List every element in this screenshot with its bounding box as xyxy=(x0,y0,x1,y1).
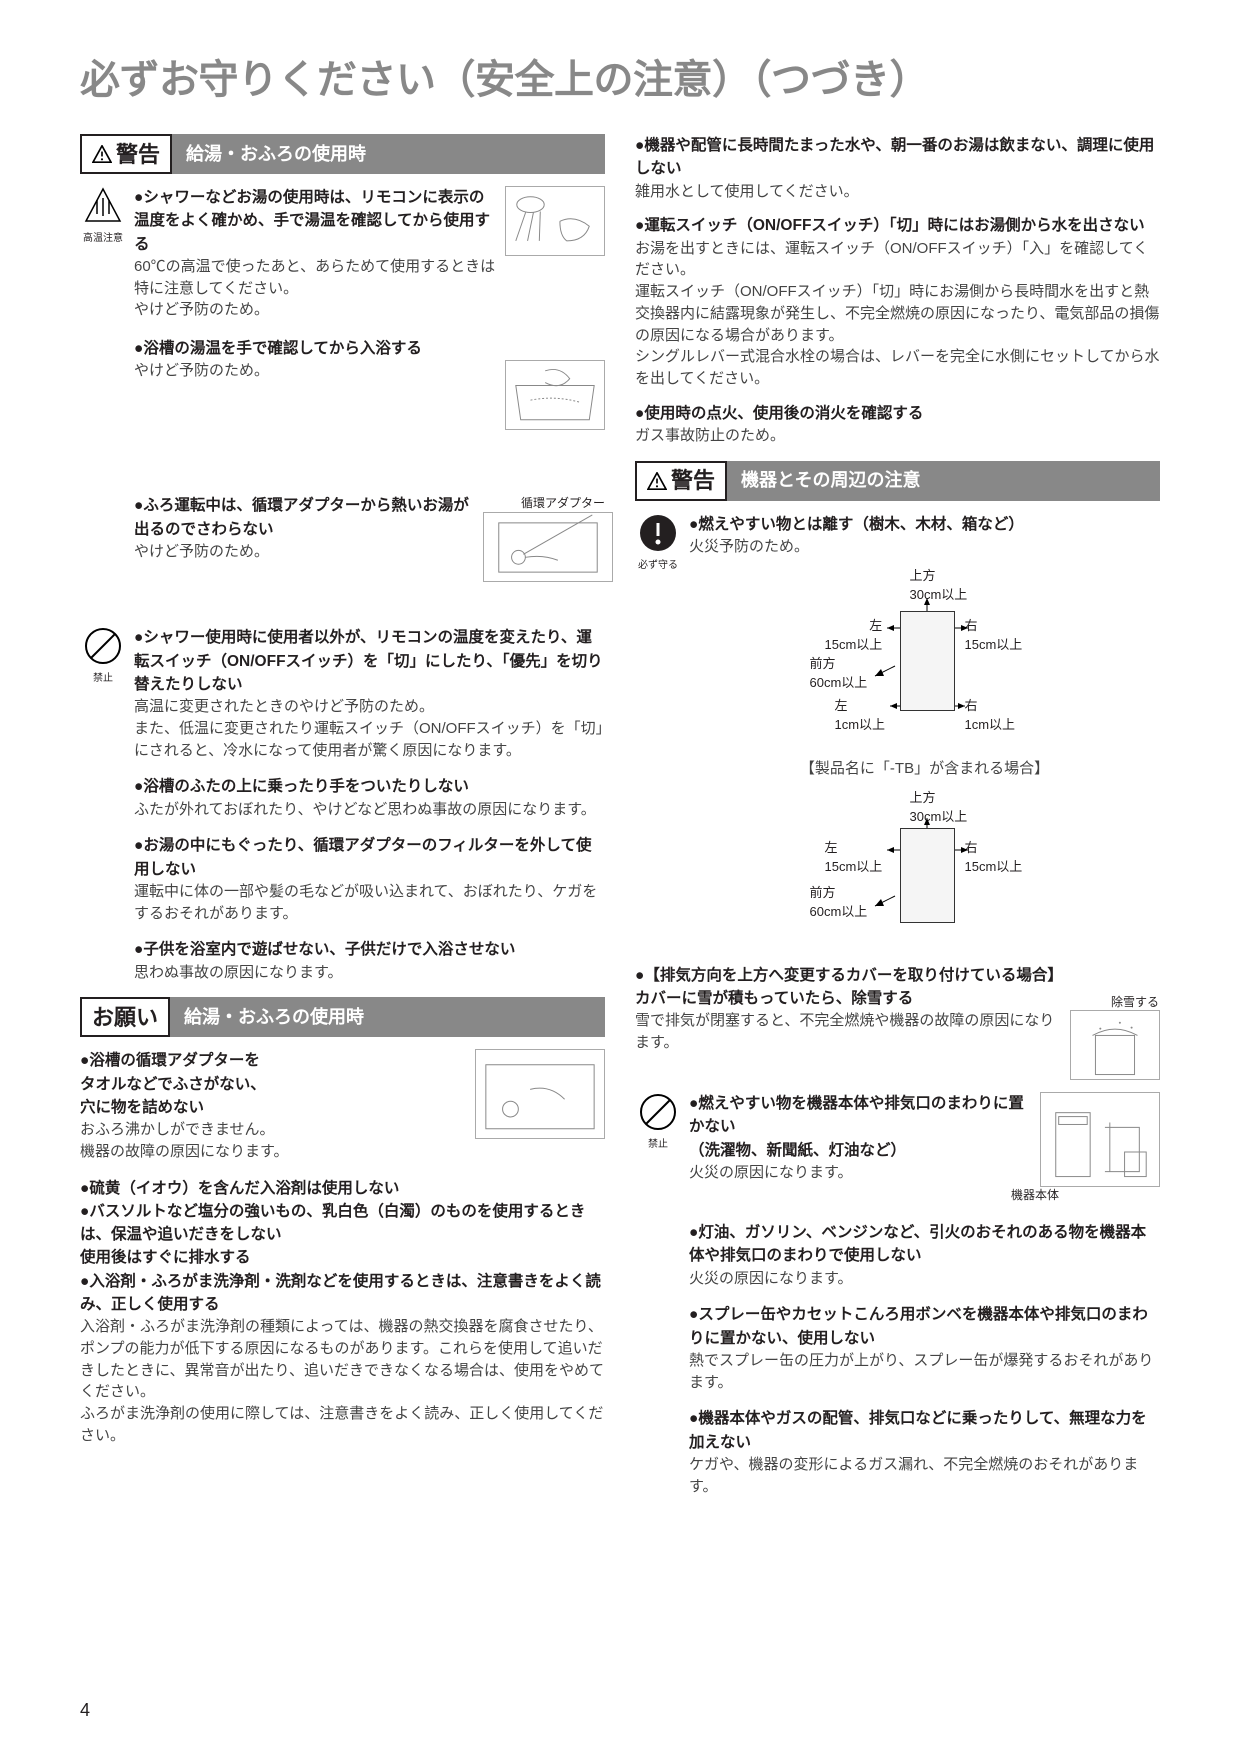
hot-caution-icon xyxy=(83,186,123,226)
tb-note: 【製品名に「-TB」が含まれる場合】 xyxy=(689,758,1160,780)
warning-label-text: 警告 xyxy=(116,138,160,171)
item-flammable-around: 禁止 機器本体 ●燃えやすい物を機器本体や排気口のまわりに置かない （洗濯物、新… xyxy=(635,1092,1160,1207)
lean-body: ケガや、機器の変形によるガス漏れ、不完全燃焼のおそれがあります。 xyxy=(689,1454,1160,1498)
item-lean: ●機器本体やガスの配管、排気口などに乗ったりして、無理な力を加えない ケガや、機… xyxy=(635,1407,1160,1497)
warning-label-device-text: 警告 xyxy=(671,464,715,497)
off-water-b3: シングルレバー式混合水栓の場合は、レバーを完全に水側にセットしてから水を出してく… xyxy=(635,346,1160,390)
item-tub-check: ●浴槽の湯温を手で確認してから入浴する やけど予防のため。 xyxy=(80,337,605,480)
item-off-water: ●運転スイッチ（ON/OFFスイッチ）「切」時にはお湯側から水を出さない お湯を… xyxy=(635,214,1160,390)
adapter-callout: 循環アダプター xyxy=(475,494,605,512)
tub-illustration xyxy=(505,360,605,430)
shower-check-body1: 60℃の高温で使ったあと、あらためて使用するときは特に注意してください。 xyxy=(134,256,605,300)
right-column: ●機器や配管に長時間たまった水や、朝一番のお湯は飲まない、調理に使用しない 雑用… xyxy=(635,134,1160,1511)
kerosene-heading: ●灯油、ガソリン、ベンジンなど、引火のおそれのある物を機器本体や排気口のまわりで… xyxy=(689,1221,1160,1268)
lean-heading: ●機器本体やガスの配管、排気口などに乗ったりして、無理な力を加えない xyxy=(689,1407,1160,1454)
flammable-illustration: 機器本体 xyxy=(1040,1092,1160,1187)
towel-illustration xyxy=(475,1049,605,1139)
adapter-illustration xyxy=(483,512,613,582)
device-callout: 機器本体 xyxy=(1011,1186,1059,1204)
item-lid: ●浴槽のふたの上に乗ったり手をついたりしない ふたが外れておぼれたり、やけどなど… xyxy=(80,775,605,820)
request-banner-bath: お願い 給湯・おふろの使用時 xyxy=(80,997,605,1037)
warning-banner-device: 警告 機器とその周辺の注意 xyxy=(635,461,1160,501)
kerosene-body: 火災の原因になります。 xyxy=(689,1268,1160,1290)
sulfur-h2: ●バスソルトなど塩分の強いもの、乳白色（白濁）のものを使用するときは、保温や追い… xyxy=(80,1200,605,1247)
item-shower-check: 高温注意 ●シャワーなどお湯の使用時は、リモコンに表示の温度をよく確かめ、手で湯… xyxy=(80,186,605,321)
item-towel: ●浴槽の循環アダプターを タオルなどでふさがない、 穴に物を詰めない おふろ沸か… xyxy=(80,1049,605,1162)
request-label: お願い xyxy=(80,997,170,1037)
warning-label-device: 警告 xyxy=(635,461,727,501)
page-number: 4 xyxy=(80,1697,90,1724)
hot-caution-icon-block: 高温注意 xyxy=(80,186,126,246)
clearance-diagram-2: 上方 30cm以上 左 15cm以上 右 15cm以上 前方 60cm以上 xyxy=(805,788,1045,938)
hot-caution-label: 高温注意 xyxy=(80,231,126,246)
clearance-diagram-1: 上方 30cm以上 左 15cm以上 右 15cm以上 前方 60cm以上 左 … xyxy=(805,566,1045,746)
child-body: 思わぬ事故の原因になります。 xyxy=(134,962,605,984)
prohibit-icon xyxy=(638,1092,678,1132)
item-filter: ●お湯の中にもぐったり、循環アダプターのフィルターを外して使用しない 運転中に体… xyxy=(80,834,605,924)
off-water-heading: ●運転スイッチ（ON/OFFスイッチ）「切」時にはお湯側から水を出さない xyxy=(635,214,1160,237)
separate-heading: ●燃えやすい物とは離す（樹木、木材、箱など） xyxy=(689,513,1160,536)
request-sub: 給湯・おふろの使用時 xyxy=(170,997,605,1037)
item-spray: ●スプレー缶やカセットこんろ用ボンベを機器本体や排気口のまわりに置かない、使用し… xyxy=(635,1303,1160,1393)
off-water-b2: 運転スイッチ（ON/OFFスイッチ）「切」時にお湯側から長時間水を出すと熱交換器… xyxy=(635,281,1160,346)
spray-body: 熱でスプレー缶の圧力が上がり、スプレー缶が爆発するおそれがあります。 xyxy=(689,1350,1160,1394)
ignite-heading: ●使用時の点火、使用後の消火を確認する xyxy=(635,402,1160,425)
warning-banner-bath: 警告 給湯・おふろの使用時 xyxy=(80,134,605,174)
must-label: 必ず守る xyxy=(635,558,681,573)
prohibit-label2: 禁止 xyxy=(635,1137,681,1152)
stale-heading: ●機器や配管に長時間たまった水や、朝一番のお湯は飲まない、調理に使用しない xyxy=(635,134,1160,181)
lid-heading: ●浴槽のふたの上に乗ったり手をついたりしない xyxy=(134,775,605,798)
snow-callout: 除雪する xyxy=(1111,993,1159,1011)
child-heading: ●子供を浴室内で遊ばせない、子供だけで入浴させない xyxy=(134,938,605,961)
filter-heading: ●お湯の中にもぐったり、循環アダプターのフィルターを外して使用しない xyxy=(134,834,605,881)
request-label-text: お願い xyxy=(92,1001,158,1034)
prohibit-icon xyxy=(83,626,123,666)
left-column: 警告 給湯・おふろの使用時 高温注意 ●シャワーなどお湯の使用時は、リモコンに表… xyxy=(80,134,605,1511)
no-change-heading: ●シャワー使用時に使用者以外が、リモコンの温度を変えたり、運転スイッチ（ON/O… xyxy=(134,626,605,696)
prohibit-icon-block2: 禁止 xyxy=(635,1092,681,1152)
filter-body: 運転中に体の一部や髪の毛などが吸い込まれて、おぼれたり、ケガをするおそれがありま… xyxy=(134,881,605,925)
cover-h1: ●【排気方向を上方へ変更するカバーを取り付けている場合】 xyxy=(635,964,1160,987)
item-no-change: 禁止 ●シャワー使用時に使用者以外が、リモコンの温度を変えたり、運転スイッチ（O… xyxy=(80,626,605,761)
no-change-body2: また、低温に変更されたり運転スイッチ（ON/OFFスイッチ）を「切」にされると、… xyxy=(134,718,605,762)
page-title: 必ずお守りください（安全上の注意）（つづき） xyxy=(80,50,1160,110)
must-icon-block: 必ず守る xyxy=(635,513,681,573)
off-water-b1: お湯を出すときには、運転スイッチ（ON/OFFスイッチ）「入」を確認してください… xyxy=(635,238,1160,282)
tub-check-heading: ●浴槽の湯温を手で確認してから入浴する xyxy=(134,337,605,360)
spray-heading: ●スプレー缶やカセットこんろ用ボンベを機器本体や排気口のまわりに置かない、使用し… xyxy=(689,1303,1160,1350)
lid-body: ふたが外れておぼれたり、やけどなど思わぬ事故の原因になります。 xyxy=(134,799,605,821)
towel-b2: 機器の故障の原因になります。 xyxy=(80,1141,605,1163)
ignite-body: ガス事故防止のため。 xyxy=(635,425,1160,447)
shower-check-body2: やけど予防のため。 xyxy=(134,299,605,321)
item-child: ●子供を浴室内で遊ばせない、子供だけで入浴させない 思わぬ事故の原因になります。 xyxy=(80,938,605,983)
sulfur-b1: 入浴剤・ふろがま洗浄剤の種類によっては、機器の熱交換器を腐食させたり、ポンプの能… xyxy=(80,1316,605,1403)
item-cover-snow: ●【排気方向を上方へ変更するカバーを取り付けている場合】 カバーに雪が積もってい… xyxy=(635,964,1160,1081)
item-stale: ●機器や配管に長時間たまった水や、朝一番のお湯は飲まない、調理に使用しない 雑用… xyxy=(635,134,1160,202)
sulfur-h3: 使用後はすぐに排水する xyxy=(80,1246,605,1269)
sulfur-b2: ふろがま洗浄剤の使用に際しては、注意書きをよく読み、正しく使用してください。 xyxy=(80,1403,605,1447)
warning-sub-device: 機器とその周辺の注意 xyxy=(727,461,1160,501)
prohibit-label: 禁止 xyxy=(80,671,126,686)
item-ignite: ●使用時の点火、使用後の消火を確認する ガス事故防止のため。 xyxy=(635,402,1160,447)
warning-sub: 給湯・おふろの使用時 xyxy=(172,134,605,174)
separate-body: 火災予防のため。 xyxy=(689,536,1160,558)
snow-illustration: 除雪する xyxy=(1070,1010,1160,1080)
shower-illustration xyxy=(505,186,605,256)
sulfur-h1: ●硫黄（イオウ）を含んだ入浴剤は使用しない xyxy=(80,1177,605,1200)
item-adapter-hot: 循環アダプター ●ふろ運転中は、循環アダプターから熱いお湯が出るのでさわらない … xyxy=(80,494,605,612)
sulfur-h4: ●入浴剤・ふろがま洗浄剤・洗剤などを使用するときは、注意書きをよく読み、正しく使… xyxy=(80,1270,605,1317)
warning-label: 警告 xyxy=(80,134,172,174)
warning-triangle-icon xyxy=(92,145,112,163)
no-change-body1: 高温に変更されたときのやけど予防のため。 xyxy=(134,696,605,718)
must-icon xyxy=(638,513,678,553)
item-sulfur: ●硫黄（イオウ）を含んだ入浴剤は使用しない ●バスソルトなど塩分の強いもの、乳白… xyxy=(80,1177,605,1447)
item-separate: 必ず守る ●燃えやすい物とは離す（樹木、木材、箱など） 火災予防のため。 上方 … xyxy=(635,513,1160,950)
prohibit-icon-block: 禁止 xyxy=(80,626,126,686)
two-column-layout: 警告 給湯・おふろの使用時 高温注意 ●シャワーなどお湯の使用時は、リモコンに表… xyxy=(80,134,1160,1511)
cover-h2: カバーに雪が積もっていたら、除雪する xyxy=(635,987,1160,1010)
item-kerosene: ●灯油、ガソリン、ベンジンなど、引火のおそれのある物を機器本体や排気口のまわりで… xyxy=(635,1221,1160,1289)
warning-triangle-icon xyxy=(647,472,667,490)
stale-body: 雑用水として使用してください。 xyxy=(635,181,1160,203)
